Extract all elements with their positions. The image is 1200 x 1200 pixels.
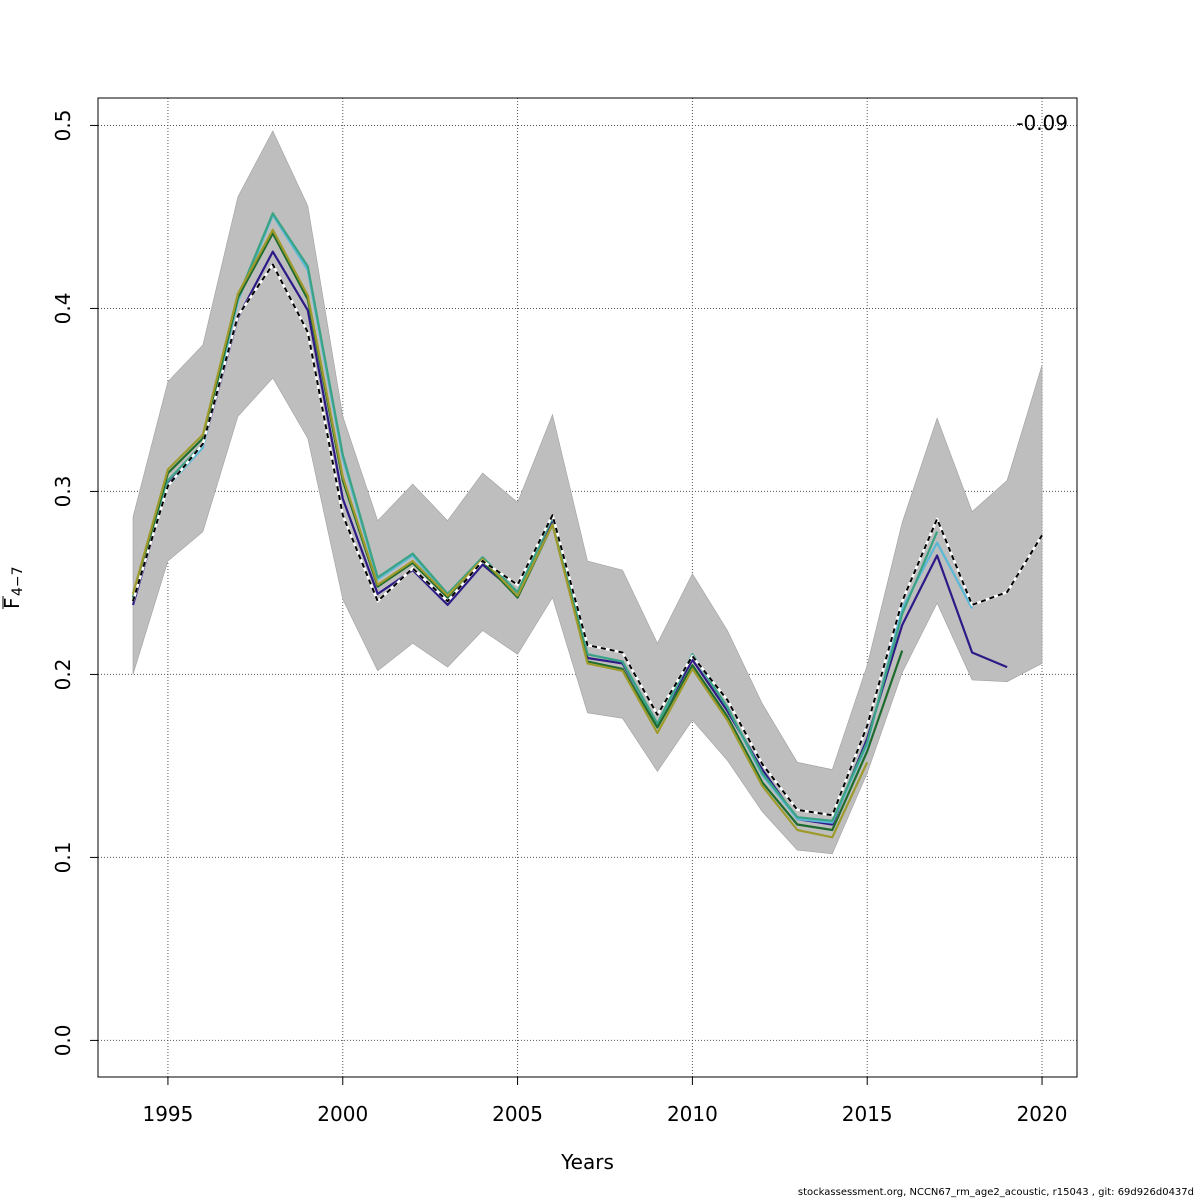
- x-tick-label: 2005: [492, 1102, 543, 1126]
- y-axis-title: F 4−7: [0, 566, 26, 609]
- x-tick-label: 2010: [667, 1102, 718, 1126]
- x-tick-label: 2000: [317, 1102, 368, 1126]
- plot-frame: [97, 97, 1078, 1078]
- series-line-retro-3: [131, 212, 939, 822]
- series-line-base: [132, 263, 1043, 817]
- x-axis: 1995 2000 2005 2010 2015 2020: [142, 1077, 1067, 1126]
- x-tick-label: 2020: [1017, 1102, 1068, 1126]
- y-axis-title-subscript: 4−7: [10, 566, 26, 596]
- y-axis-title-main: F: [0, 597, 24, 609]
- x-axis-title: Years: [560, 1150, 614, 1174]
- footer-credit: stockassessment.org, NCCN67_rm_age2_acou…: [797, 1187, 1194, 1198]
- x-tick-label: 2015: [842, 1102, 893, 1126]
- y-tick-label: 0.0: [51, 1024, 75, 1056]
- confidence-band: [132, 130, 1043, 855]
- y-tick-label: 0.1: [51, 842, 75, 874]
- y-tick-label: 0.5: [51, 110, 75, 142]
- series-line-retro-5: [131, 228, 869, 839]
- y-tick-label: 0.2: [51, 659, 75, 691]
- y-tick-label: 0.3: [51, 476, 75, 508]
- y-axis: 0.0 0.1 0.2 0.3 0.4 0.5: [51, 110, 98, 1056]
- series-lines: [131, 212, 1044, 839]
- mohns-rho-label: -0.09: [1016, 111, 1068, 135]
- x-tick-label: 1995: [142, 1102, 193, 1126]
- series-line-retro-4: [131, 232, 904, 832]
- y-tick-label: 0.4: [51, 293, 75, 325]
